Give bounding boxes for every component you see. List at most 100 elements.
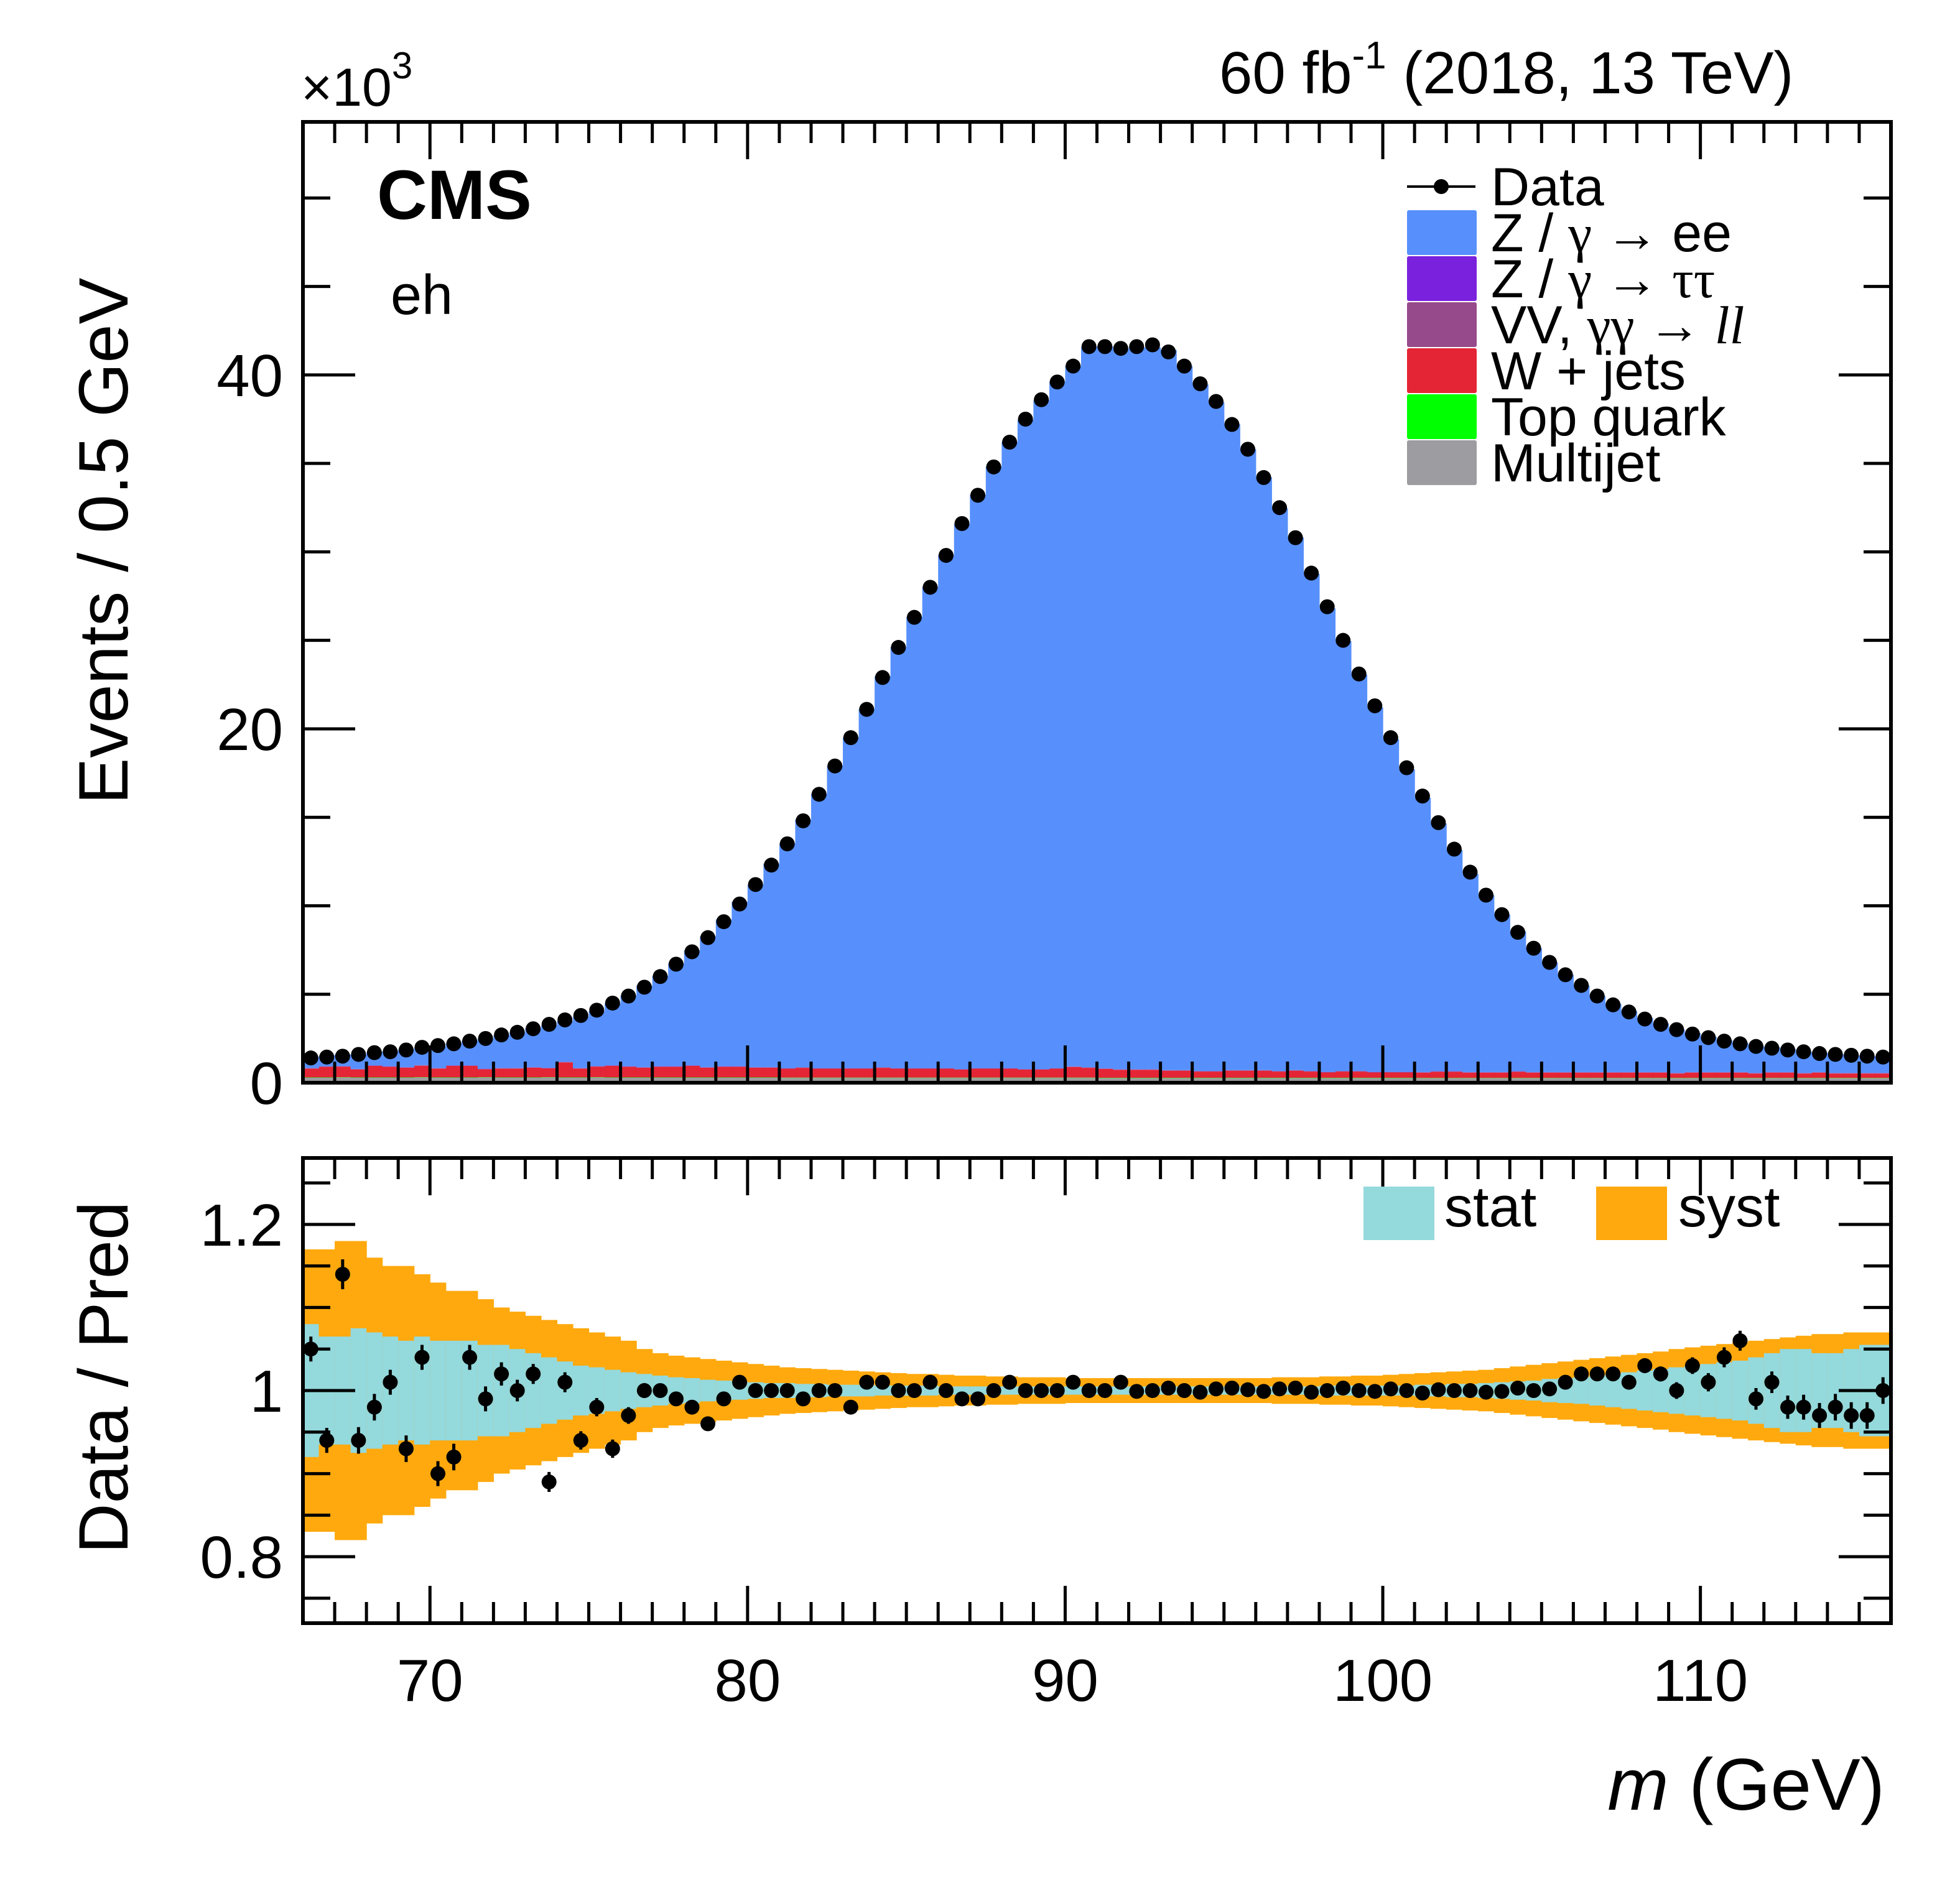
stack-bar-multijet [1541,1078,1558,1083]
stack-bar-w-jets [970,1068,987,1078]
stack-bar-top-quark [430,1077,447,1078]
stack-bar-z-ee [779,843,796,1068]
ratio-point [541,1474,557,1489]
data-point [398,1042,414,1058]
stack-bar-w-jets [1525,1072,1542,1078]
stack-bar-w-jets [954,1069,970,1078]
stack-bar-w-jets [1224,1070,1240,1078]
stack-bar-w-jets [509,1068,526,1078]
ratio-point [875,1374,890,1390]
stack-bar-w-jets [779,1068,796,1078]
stack-bar-multijet [747,1078,764,1083]
data-point [1574,978,1589,993]
stack-bar-top-quark [350,1077,367,1078]
data-point [1351,666,1367,682]
stack-bar-w-jets [1668,1073,1685,1078]
ratio-point [700,1416,716,1432]
stack-bar-multijet [1430,1078,1447,1083]
data-point [1764,1040,1780,1056]
data-point [1780,1042,1796,1058]
data-point [509,1024,525,1040]
stack-bar-w-jets [1398,1072,1415,1078]
ratio-point [1526,1383,1541,1398]
stack-bar-vv-ll [1017,1069,1034,1070]
stack-bar-multijet [541,1077,558,1083]
stack-bar-w-jets [668,1067,685,1078]
stack-bar-vv-ll [906,1068,923,1069]
legend-swatch [1407,440,1477,485]
data-point [1589,988,1605,1004]
data-point [1383,730,1398,746]
stack-bar-multijet [1398,1078,1415,1083]
ratio-y-tick-labels: 0.8 1 1.2 [200,1192,283,1591]
stack-bar-vv-ll [684,1065,700,1066]
stack-bar-multijet [906,1078,923,1083]
data-point [1621,1004,1637,1020]
stack-bar-w-jets [1811,1072,1828,1078]
stack-bar-vv-ll [636,1067,653,1068]
stack-bar-vv-ll [1541,1072,1558,1073]
ratio-point [1018,1383,1033,1398]
stack-bar-top-quark [414,1077,430,1078]
legend-label-syst: syst [1678,1175,1780,1239]
stack-bar-z-ee [1335,641,1352,1072]
data-point [1716,1034,1732,1049]
stack-bar-w-jets [1160,1070,1177,1078]
ratio-y-tick-label: 1.2 [200,1192,283,1259]
data-point [1049,374,1065,390]
stack-bar-multijet [1414,1078,1431,1083]
stack-bar-w-jets [1113,1070,1130,1078]
stack-bar-multijet [1287,1078,1304,1083]
data-point [1256,470,1271,485]
stack-bar-w-jets [1383,1072,1400,1078]
stack-bar-multijet [1716,1078,1733,1083]
stack-bar-z-ee [1398,769,1415,1072]
stack-bar-w-jets [652,1067,669,1078]
stack-bar-multijet [1208,1078,1225,1083]
stack-bar-multijet [1271,1078,1288,1083]
stack-bar-multijet [445,1078,462,1083]
stack-bar-multijet [318,1078,335,1083]
stack-bar-z-ee [1271,508,1288,1072]
stack-bar-top-quark [684,1077,700,1078]
ratio-point [1796,1399,1811,1415]
stack-bar-multijet [430,1078,447,1083]
stack-bar-z-ee [1605,1004,1622,1072]
ratio-point [494,1366,509,1382]
stack-bar-vv-ll [1589,1072,1606,1073]
stack-bar-w-jets [1065,1067,1082,1078]
stat-band-bin [1780,1349,1796,1432]
stack-bar-z-ee [700,936,717,1067]
stack-bar-multijet [795,1078,812,1083]
x-tick-labels: 70 80 90 100 110 [397,1647,1748,1714]
stack-bar-z-ee [810,794,828,1068]
stack-bar-multijet [875,1078,891,1083]
legend-label: VV, γγ → ll [1491,295,1744,355]
ratio-point [1478,1384,1493,1400]
stack-bar-w-jets [1493,1072,1510,1078]
stack-bar-w-jets [890,1068,907,1078]
stack-bar-z-ee [541,1025,558,1068]
stack-bar-multijet [1763,1078,1780,1083]
stack-bar-w-jets [1080,1068,1098,1078]
x-tick-label: 80 [714,1647,781,1714]
stack-bar-w-jets [1017,1069,1034,1078]
stack-bar-multijet [779,1078,796,1083]
stack-bar-w-jets [1684,1072,1701,1078]
stack-bar-w-jets [525,1067,542,1078]
stack-bar-z-ee [1255,477,1272,1070]
stack-bar-w-jets [858,1068,875,1078]
stack-bar-z-ee [1113,349,1130,1070]
data-point [462,1034,478,1049]
legend-label-stat: stat [1444,1175,1536,1239]
stack-bar-vv-ll [1176,1070,1193,1071]
stack-bar-multijet [636,1078,653,1083]
data-point [1510,925,1526,940]
x-tick-label: 100 [1333,1647,1433,1714]
ratio-point [1732,1333,1748,1348]
data-point [1796,1044,1811,1060]
stack-bar-w-jets [1732,1072,1749,1078]
stack-bar-z-ee [1145,347,1161,1070]
data-point [1605,997,1621,1012]
